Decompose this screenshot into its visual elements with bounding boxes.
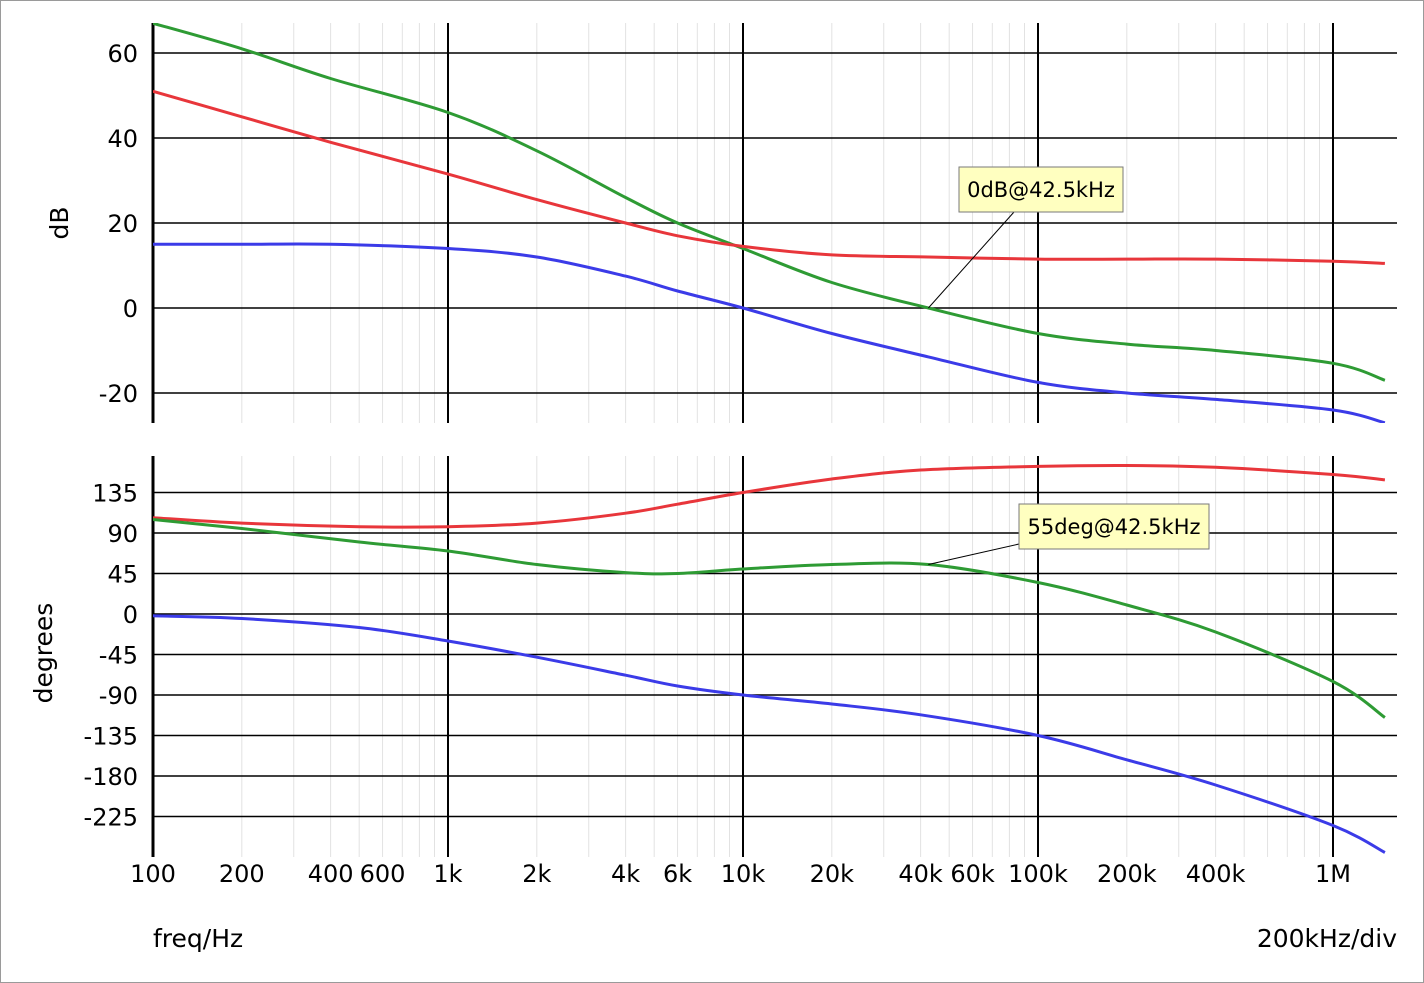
y-tick-labels: 60 40 20 0 -20 135 90 45 0 -45 -90 -135 -180 -225 [84,40,138,832]
x-tick-label: 6k [663,860,692,888]
scale-note: 200kHz/div [1257,924,1397,953]
x-tick-label: 20k [810,860,855,888]
magnitude-series-0 [153,23,1386,382]
phase-curves [153,463,1386,854]
phase-grid [151,456,1397,857]
x-tick-label: 60k [950,860,995,888]
annotation-text-0: 0dB@42.5kHz [967,178,1115,202]
phase-series-0 [153,463,1386,529]
annotation-leader-0 [928,211,1015,309]
magnitude-grid [151,23,1397,423]
magnitude-curves [153,23,1386,423]
x-tick-label: 100k [1008,860,1068,888]
x-tick-label: 2k [522,860,551,888]
annotation-text-1: 55deg@42.5kHz [1027,515,1200,539]
magnitude-ytick-label: 20 [107,210,138,238]
phase-series-2 [153,614,1386,854]
magnitude-ytick-label: 40 [107,125,138,153]
x-tick-label: 400 [308,860,354,888]
phase-series-1 [153,518,1386,719]
phase-ytick-label: -45 [99,642,138,670]
annotations: 0dB@42.5kHz 55deg@42.5kHz [928,166,1210,565]
x-tick-label: 40k [898,860,943,888]
phase-ytick-label: 0 [123,601,138,629]
annotation-box-1 [1018,503,1210,550]
x-axis-title: freq/Hz [153,924,243,953]
magnitude-ytick-label: 0 [123,295,138,323]
x-tick-label: 4k [611,860,640,888]
x-tick-label: 1M [1315,860,1351,888]
phase-ytick-label: 90 [107,520,138,548]
phase-ytick-label: -180 [84,763,138,791]
x-tick-label: 200k [1097,860,1157,888]
phase-axis-title: degrees [29,603,58,704]
x-tick-labels: 100 200 400 600 1k 2k 4k 6k 10k 20k 40k 60k 100k 200k… [130,860,1351,888]
magnitude-ytick-label: 60 [107,40,138,68]
phase-ytick-label: 135 [92,480,138,508]
annotation-box-0 [958,166,1124,213]
magnitude-ytick-label: -20 [99,380,138,408]
phase-ytick-label: -135 [84,723,138,751]
phase-ytick-label: 45 [107,561,138,589]
x-tick-label: 600 [360,860,406,888]
magnitude-axis-title: dB [45,206,74,239]
magnitude-series-1 [153,89,1385,265]
phase-ytick-label: -90 [99,682,138,710]
x-tick-label: 400k [1186,860,1246,888]
x-tick-label: 10k [721,860,766,888]
x-tick-label: 200 [219,860,265,888]
x-tick-label: 1k [433,860,462,888]
annotation-leader-1 [928,543,1020,565]
x-tick-label: 100 [130,860,176,888]
phase-ytick-label: -225 [84,804,138,832]
magnitude-series-2 [153,242,1386,423]
